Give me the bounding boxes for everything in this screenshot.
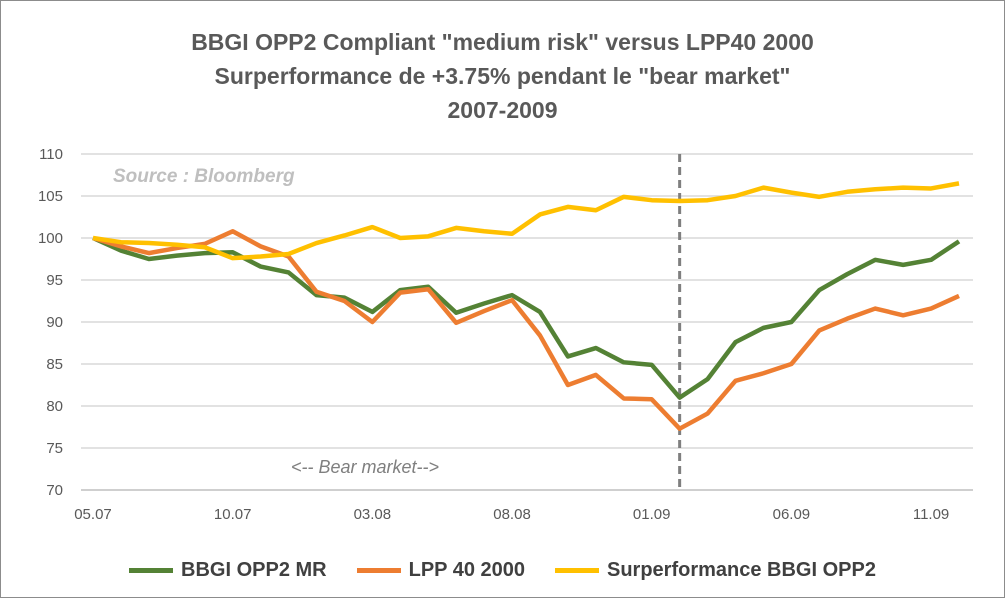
chart-title-line-3: 2007-2009 — [447, 97, 558, 123]
x-tick-label: 11.09 — [913, 506, 949, 523]
x-tick-label: 08.08 — [493, 506, 531, 523]
bear-market-annotation: <-- Bear market--> — [291, 457, 439, 477]
y-tick-label: 100 — [38, 230, 63, 247]
legend: BBGI OPP2 MR LPP 40 2000 Surperformance BB… — [1, 559, 1004, 582]
legend-label: LPP 40 2000 — [408, 559, 525, 581]
series-line-2 — [92, 229, 960, 431]
legend-label: Surperformance BBGI OPP2 — [607, 559, 876, 581]
series-line-1 — [92, 235, 961, 400]
x-tick-label: 10.07 — [214, 506, 252, 523]
legend-item: LPP 40 2000 — [356, 559, 525, 582]
x-tick-label: 05.07 — [74, 506, 112, 523]
legend-item: Surperformance BBGI OPP2 — [555, 559, 876, 582]
series-line-3 — [92, 181, 960, 261]
chart-title-line-2: Surperformance de +3.75% pendant le "bea… — [214, 63, 791, 89]
y-tick-label: 90 — [46, 314, 63, 331]
y-tick-label: 80 — [46, 398, 63, 415]
legend-item: BBGI OPP2 MR — [129, 559, 327, 582]
y-tick-label: 70 — [46, 482, 63, 499]
y-tick-label: 75 — [46, 440, 63, 457]
legend-swatch — [356, 568, 401, 573]
y-tick-label: 85 — [46, 356, 63, 373]
x-tick-label: 03.08 — [354, 506, 392, 523]
x-tick-label: 01.09 — [633, 506, 671, 523]
x-tick-label: 06.09 — [773, 506, 811, 523]
legend-swatch — [129, 568, 174, 573]
source-annotation: Source : Bloomberg — [113, 166, 295, 187]
y-tick-label: 105 — [38, 188, 63, 205]
legend-swatch — [555, 568, 599, 573]
legend-label: BBGI OPP2 MR — [181, 559, 327, 581]
y-tick-label: 110 — [39, 146, 63, 163]
chart-title-line-1: BBGI OPP2 Compliant "medium risk" versus… — [191, 29, 814, 55]
y-tick-label: 95 — [46, 272, 63, 289]
